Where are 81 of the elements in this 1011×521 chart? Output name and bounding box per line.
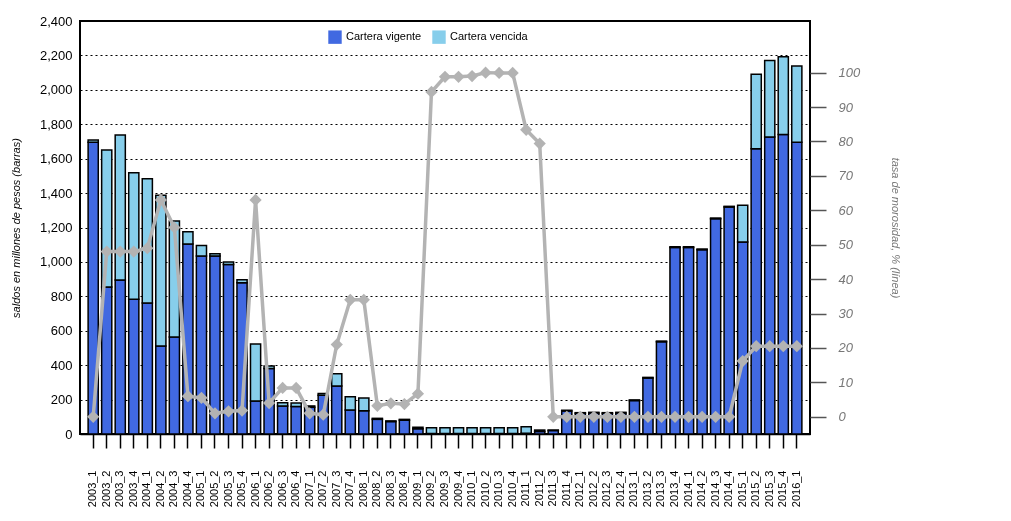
legend-label: Cartera vencida xyxy=(450,30,529,43)
y2-tick-label: 10 xyxy=(838,374,854,390)
x-tick-label: 2004_3 xyxy=(167,470,180,508)
y2-tick-label: 80 xyxy=(838,133,854,149)
x-tick-label: 2005_3 xyxy=(221,470,234,508)
x-tick-label: 2013_4 xyxy=(668,470,681,508)
x-tick-label: 2009_4 xyxy=(451,470,464,508)
x-tick-label: 2013_3 xyxy=(654,470,667,508)
y-tick-label: 2,000 xyxy=(39,82,73,98)
y-tick-label: 800 xyxy=(50,288,73,304)
y2-axis-title: tasa de morosidad, % (línea) xyxy=(890,157,903,299)
x-tick-label: 2012_2 xyxy=(586,470,599,508)
x-tick-label: 2016_1 xyxy=(789,470,802,508)
x-tick-label: 2006_1 xyxy=(248,470,261,508)
x-tick-label: 2005_2 xyxy=(207,470,220,508)
x-tick-label: 2012_3 xyxy=(600,470,613,508)
y-axis-title: saldos en millones de pesos (barras) xyxy=(9,137,22,318)
y-tick-label: 2,200 xyxy=(39,47,73,63)
x-tick-label: 2006_2 xyxy=(262,470,275,508)
y-tick-label: 1,400 xyxy=(39,185,73,201)
y-tick-label: 400 xyxy=(50,357,73,373)
x-tick-label: 2004_2 xyxy=(153,470,166,508)
x-tick-label: 2010_4 xyxy=(505,470,518,508)
x-tick-label: 2014_4 xyxy=(722,470,735,508)
x-tick-label: 2015_4 xyxy=(776,470,789,508)
x-tick-label: 2014_2 xyxy=(695,470,708,508)
y-tick-label: 1,800 xyxy=(39,116,73,132)
x-tick-label: 2003_4 xyxy=(126,470,139,508)
x-tick-label: 2010_3 xyxy=(492,470,505,508)
x-tick-label: 2013_2 xyxy=(640,470,653,508)
y-tick-label: 1,600 xyxy=(39,151,73,167)
x-tick-label: 2012_1 xyxy=(573,470,586,508)
y-tick-label: 0 xyxy=(65,426,73,442)
y2-tick-label: 40 xyxy=(838,271,854,287)
x-tick-label: 2013_1 xyxy=(627,470,640,508)
x-tick-label: 2005_4 xyxy=(235,470,248,508)
x-tick-label: 2009_2 xyxy=(424,470,437,508)
x-tick-label: 2004_4 xyxy=(180,470,193,508)
x-tick-label: 2003_2 xyxy=(99,470,112,508)
x-tick-label: 2011_1 xyxy=(519,470,532,507)
x-tick-label: 2007_1 xyxy=(302,470,315,508)
x-tick-label: 2014_3 xyxy=(708,470,721,508)
y2-tick-label: 70 xyxy=(838,168,854,184)
x-tick-label: 2009_1 xyxy=(410,470,423,508)
x-tick-label: 2008_3 xyxy=(383,470,396,508)
y-tick-label: 600 xyxy=(50,323,73,339)
y2-tick-label: 100 xyxy=(838,65,861,81)
x-tick-label: 2010_2 xyxy=(478,470,491,508)
x-tick-label: 2007_4 xyxy=(343,470,356,508)
y-tick-label: 1,200 xyxy=(39,220,73,235)
x-tick-label: 2015_1 xyxy=(735,470,748,508)
x-tick-label: 2010_1 xyxy=(465,470,478,508)
x-tick-label: 2011_2 xyxy=(532,470,545,507)
x-tick-label: 2012_4 xyxy=(613,470,626,508)
x-tick-label: 2006_3 xyxy=(275,470,288,508)
y2-tick-label: 30 xyxy=(838,306,854,322)
x-tick-label: 2005_1 xyxy=(194,470,207,508)
y-tick-label: 2,400 xyxy=(39,13,73,29)
y2-tick-label: 50 xyxy=(838,237,854,253)
x-tick-label: 2014_1 xyxy=(681,470,694,508)
y2-tick-label: 20 xyxy=(837,340,854,356)
x-tick-label: 2008_2 xyxy=(370,470,383,508)
x-tick-label: 2008_4 xyxy=(397,470,410,508)
x-tick-label: 2011_4 xyxy=(559,470,572,507)
x-tick-label: 2007_3 xyxy=(329,470,342,508)
x-tick-label: 2006_4 xyxy=(289,470,302,508)
x-tick-label: 2004_1 xyxy=(140,470,153,508)
y-tick-label: 1,000 xyxy=(39,254,73,270)
x-tick-label: 2003_3 xyxy=(113,470,126,508)
y2-tick-label: 60 xyxy=(838,202,854,218)
x-tick-label: 2009_3 xyxy=(438,470,450,508)
legend-label: Cartera vigente xyxy=(346,30,422,43)
x-tick-label: 2015_2 xyxy=(749,470,762,508)
y-tick-label: 200 xyxy=(50,392,73,408)
x-tick-label: 2011_3 xyxy=(546,470,559,507)
y2-tick-label: 0 xyxy=(838,409,847,425)
y2-tick-label: 90 xyxy=(838,99,854,115)
x-tick-label: 2015_3 xyxy=(762,470,775,508)
x-tick-label: 2003_1 xyxy=(86,470,99,508)
x-tick-label: 2008_1 xyxy=(356,470,369,508)
x-tick-label: 2007_2 xyxy=(316,470,329,508)
